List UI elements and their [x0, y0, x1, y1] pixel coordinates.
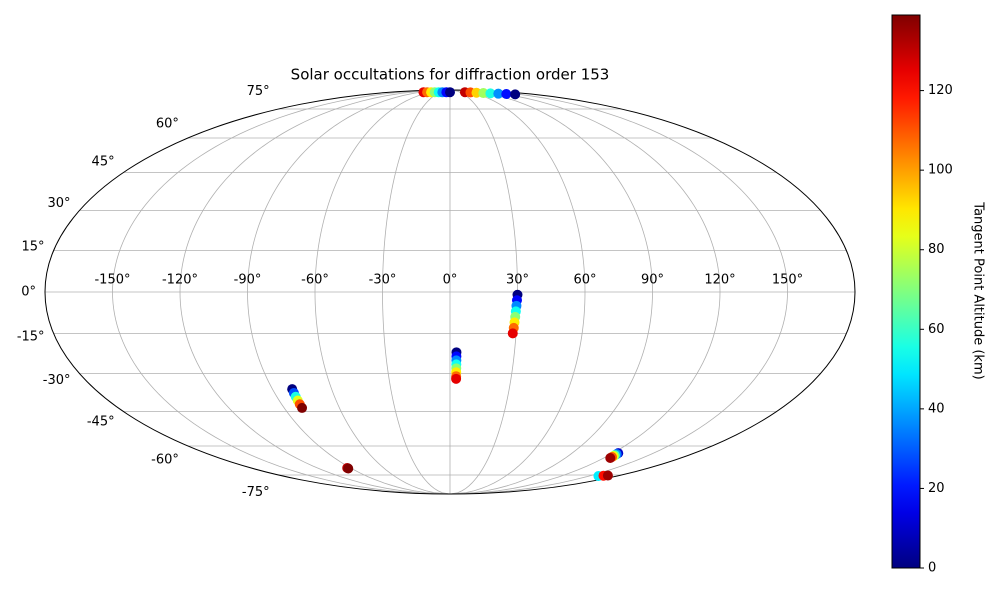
chart-title: Solar occultations for diffraction order…	[291, 66, 610, 84]
y-tick-label: 30°	[47, 196, 70, 211]
grid-line	[247, 90, 451, 494]
x-tick-label: 90°	[641, 273, 664, 288]
colorbar-tick-label: 60	[928, 322, 945, 337]
grid-line	[449, 90, 788, 494]
point	[510, 89, 521, 100]
colorbar-tick-label: 40	[928, 401, 945, 416]
x-tick-label: 60°	[573, 273, 596, 288]
y-tick-label: 45°	[92, 155, 115, 170]
y-tick-label: 15°	[22, 240, 45, 255]
point	[501, 89, 512, 100]
grid-line	[382, 90, 451, 494]
point	[478, 88, 489, 99]
x-tick-label: -150°	[94, 273, 130, 288]
point	[445, 87, 455, 98]
y-tick-label: 75°	[247, 84, 270, 99]
y-tick-label: -15°	[17, 329, 45, 344]
y-tick-label: -75°	[242, 485, 270, 500]
point	[485, 88, 496, 99]
point	[493, 88, 504, 99]
colorbar-axis: 0 20 40 60 80 100 120	[920, 83, 953, 576]
y-tick-label: -60°	[151, 452, 179, 467]
colorbar-tick-label: 120	[928, 83, 953, 98]
x-tick-label: 120°	[704, 273, 735, 288]
colorbar-tick-label: 0	[928, 561, 936, 576]
point	[297, 402, 308, 413]
grid-line	[449, 90, 653, 494]
grid-line	[112, 90, 451, 494]
x-tick-label: -90°	[234, 273, 262, 288]
points	[287, 87, 624, 482]
x-tick-label: -30°	[369, 273, 397, 288]
grid-line	[449, 90, 586, 494]
point	[507, 328, 518, 339]
y-tick-label: -45°	[87, 414, 115, 429]
grid-line	[314, 90, 451, 494]
x-tick-label: 150°	[772, 273, 803, 288]
colorbar-label: Tangent Point Altitude (km)	[971, 201, 986, 379]
y-tick-label: -30°	[43, 373, 71, 388]
grid-line	[179, 90, 451, 494]
point	[451, 373, 462, 384]
x-tick-label: -60°	[301, 273, 329, 288]
point	[605, 452, 616, 463]
grid-line	[449, 90, 721, 494]
point	[602, 470, 613, 481]
colorbar-tick-label: 20	[928, 481, 945, 496]
colorbar	[891, 14, 921, 569]
y-tick-label: 0°	[21, 285, 36, 300]
x-tick-label: 0°	[443, 273, 458, 288]
tick-labels: 75° 60° 45° 30° 15° 0° -15° -30° -45° -60° -75° -15…	[17, 84, 803, 500]
y-tick-label: 60°	[156, 117, 179, 132]
colorbar-tick-label: 100	[928, 163, 953, 178]
x-tick-label: -120°	[162, 273, 198, 288]
colorbar-tick-label: 80	[928, 242, 945, 257]
x-tick-label: 30°	[506, 273, 529, 288]
point	[343, 463, 354, 474]
